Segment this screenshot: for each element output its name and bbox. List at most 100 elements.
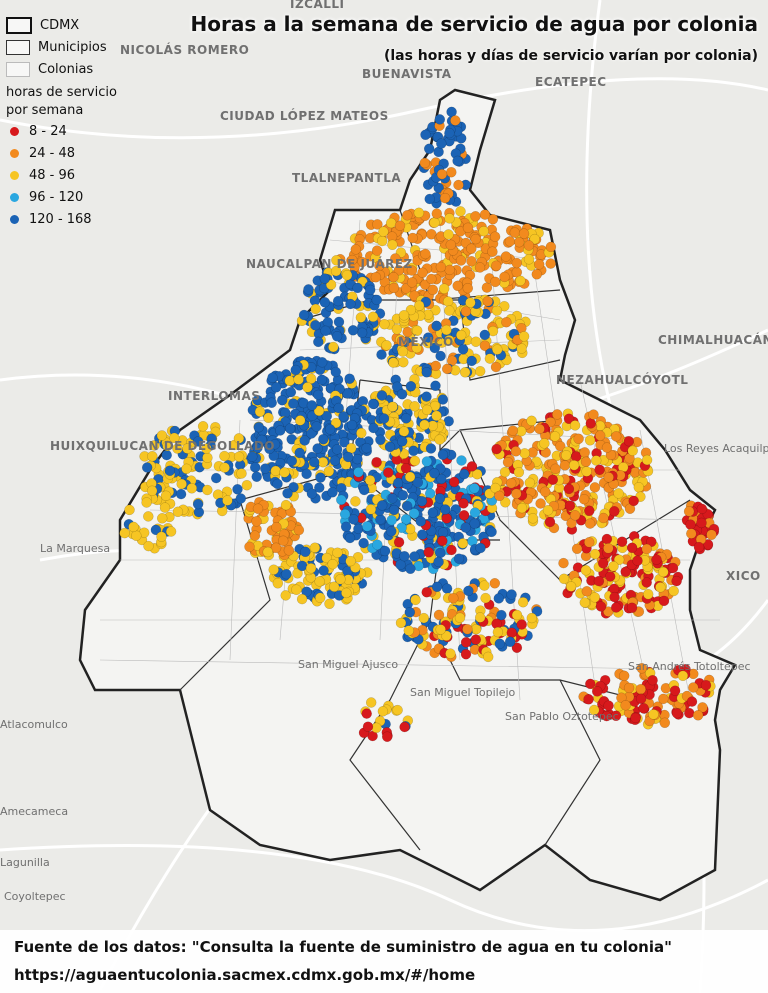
service-dot <box>236 468 247 479</box>
service-dot <box>669 685 681 696</box>
service-dot <box>299 435 310 446</box>
service-dot <box>482 651 494 663</box>
service-dot <box>143 540 154 552</box>
service-dot <box>700 679 712 691</box>
class-label: 24 - 48 <box>29 145 76 161</box>
service-dot <box>197 421 209 432</box>
service-dot <box>686 696 698 707</box>
legend-title: horas de servicio por semana <box>6 85 117 118</box>
service-dot <box>314 482 325 493</box>
service-dot <box>408 508 420 519</box>
class-label: 48 - 96 <box>29 167 76 183</box>
service-dot <box>499 271 510 283</box>
service-dot <box>241 479 253 491</box>
service-dot <box>531 269 543 280</box>
service-dot <box>457 344 469 355</box>
service-dot <box>499 300 510 312</box>
service-dot <box>647 674 658 686</box>
service-dot <box>356 256 368 268</box>
service-dot <box>569 420 581 431</box>
service-dot <box>426 273 437 285</box>
service-dot <box>474 262 486 273</box>
service-dot <box>455 206 466 217</box>
service-dot <box>201 443 212 454</box>
service-dot <box>431 208 443 219</box>
service-dot <box>435 624 446 635</box>
service-dot <box>688 682 699 693</box>
service-dot <box>509 227 521 238</box>
service-dot <box>590 455 602 466</box>
service-dot <box>563 413 575 425</box>
service-dot <box>395 617 407 629</box>
service-dot <box>494 490 505 502</box>
service-dot <box>706 529 717 540</box>
service-dot <box>610 602 622 613</box>
service-dot <box>279 467 290 478</box>
service-dot <box>542 505 554 516</box>
service-dot <box>435 547 446 559</box>
service-dot <box>583 537 595 548</box>
service-dot <box>390 253 401 264</box>
service-dot <box>301 468 312 480</box>
service-dot <box>419 157 431 169</box>
place-label: Lagunilla <box>0 856 50 869</box>
service-dot <box>527 513 539 524</box>
service-dot <box>270 465 281 477</box>
service-dot <box>598 512 609 524</box>
boundary-label: Colonias <box>38 61 94 77</box>
service-dot <box>471 468 483 480</box>
service-dot <box>422 332 434 343</box>
service-dot <box>387 401 398 412</box>
service-dot <box>519 448 530 459</box>
service-dot <box>367 311 379 323</box>
service-dot <box>482 296 493 307</box>
service-dot <box>399 550 410 562</box>
service-dot <box>379 545 391 557</box>
service-dot <box>434 114 446 125</box>
service-dot <box>376 349 387 360</box>
service-dot <box>445 648 456 659</box>
service-dot <box>504 236 516 247</box>
service-dot <box>331 255 342 266</box>
service-dot <box>420 248 431 260</box>
service-dot <box>430 360 442 372</box>
service-dot <box>526 612 538 624</box>
service-dot <box>325 279 337 290</box>
service-dot <box>685 519 696 530</box>
service-dot <box>436 473 447 485</box>
service-dot <box>446 166 457 178</box>
service-dot <box>376 390 388 401</box>
service-dot <box>285 386 297 398</box>
service-dot <box>535 498 546 509</box>
service-dot <box>457 538 469 549</box>
service-dot <box>421 456 433 467</box>
service-dot <box>635 683 647 695</box>
service-dot <box>490 361 502 373</box>
place-label: NICOLÁS ROMERO <box>120 42 249 57</box>
service-dot <box>372 219 383 230</box>
service-dot <box>578 493 590 505</box>
service-dot <box>584 435 596 446</box>
service-dot <box>367 398 379 410</box>
service-dot <box>460 522 471 533</box>
service-dot <box>377 706 389 717</box>
service-dot <box>620 700 631 711</box>
service-dot <box>529 233 540 245</box>
boundary-swatch <box>6 16 32 34</box>
service-dot <box>496 609 507 621</box>
service-dot <box>551 409 563 420</box>
service-dot <box>479 329 491 341</box>
service-dot <box>462 222 474 234</box>
service-dot <box>353 523 364 535</box>
service-dot <box>683 506 695 517</box>
service-dot <box>419 419 430 431</box>
service-dot <box>386 526 397 537</box>
service-dot <box>516 502 528 514</box>
service-dot <box>252 503 264 514</box>
service-dot <box>301 586 312 597</box>
service-dot <box>393 265 405 276</box>
service-dot <box>333 402 344 414</box>
service-dot <box>308 456 320 468</box>
service-dot <box>441 363 453 375</box>
service-dot <box>429 468 440 479</box>
